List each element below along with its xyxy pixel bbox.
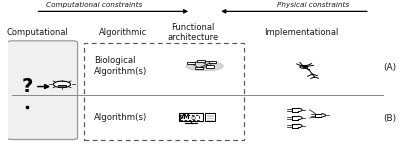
FancyBboxPatch shape xyxy=(195,67,203,69)
Text: ?: ? xyxy=(21,77,33,96)
FancyBboxPatch shape xyxy=(197,60,205,62)
Text: Implementational: Implementational xyxy=(265,28,339,37)
Text: Computational: Computational xyxy=(6,28,68,37)
Text: Functional
architecture: Functional architecture xyxy=(167,23,219,42)
Ellipse shape xyxy=(186,61,223,71)
FancyBboxPatch shape xyxy=(179,113,203,121)
Text: Algorithmic: Algorithmic xyxy=(99,28,147,37)
Text: (B): (B) xyxy=(384,114,396,123)
Text: Computational constraints: Computational constraints xyxy=(46,2,142,8)
FancyBboxPatch shape xyxy=(206,113,215,121)
FancyBboxPatch shape xyxy=(208,61,216,63)
Bar xyxy=(58,85,66,87)
Circle shape xyxy=(54,81,70,88)
Text: Physical constraints: Physical constraints xyxy=(278,2,350,8)
FancyBboxPatch shape xyxy=(7,41,78,140)
FancyBboxPatch shape xyxy=(187,62,195,64)
Text: ⊙: ⊙ xyxy=(191,116,196,121)
FancyBboxPatch shape xyxy=(206,65,214,68)
Text: VM: VM xyxy=(179,114,191,120)
Text: (A): (A) xyxy=(384,63,396,72)
Text: Algorithm(s): Algorithm(s) xyxy=(94,113,147,122)
Circle shape xyxy=(300,65,308,68)
Text: Biological
Algorithm(s): Biological Algorithm(s) xyxy=(94,56,147,76)
